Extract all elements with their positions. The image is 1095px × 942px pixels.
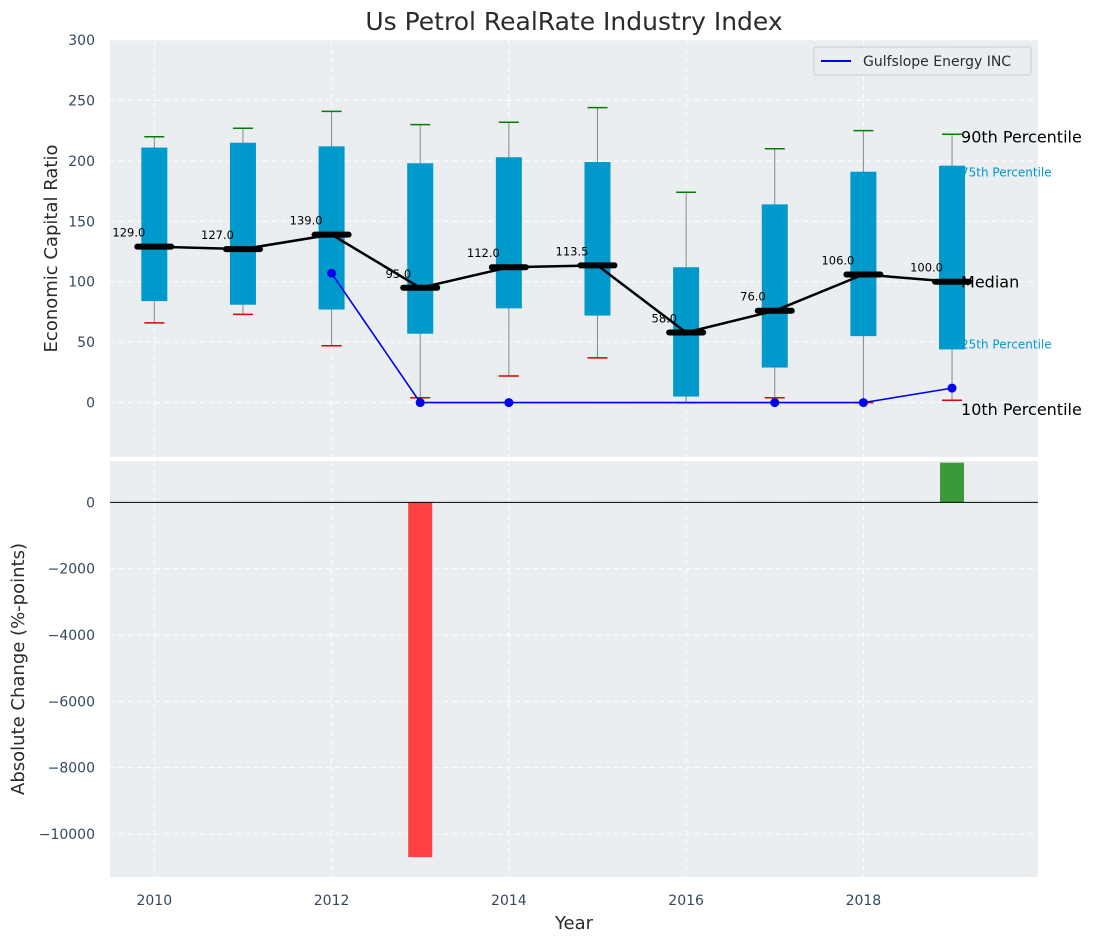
percentile-box <box>850 171 877 337</box>
median-value-label: 100.0 <box>910 261 943 275</box>
bottom-y-axis-label: Absolute Change (%-points) <box>8 543 29 795</box>
annotation-p10: 10th Percentile <box>961 400 1082 419</box>
x-tick-label: 2018 <box>846 893 882 909</box>
legend-box <box>813 46 1032 76</box>
x-tick-label: 2014 <box>491 893 527 909</box>
chart-title: Us Petrol RealRate Industry Index <box>365 7 782 36</box>
percentile-box <box>407 163 434 334</box>
median-value-label: 58.0 <box>652 312 678 326</box>
median-line <box>154 233 953 334</box>
x-axis-label: Year <box>554 913 594 934</box>
bottom-panel-background <box>110 461 1038 877</box>
percentile-box <box>229 142 256 305</box>
x-tick-label: 2012 <box>314 893 350 909</box>
top-panel-background <box>110 40 1038 457</box>
x-tick-label: 2016 <box>668 893 704 909</box>
company-point <box>415 398 425 408</box>
median-value-label: 113.5 <box>556 244 589 258</box>
bottom-y-tick-label: 0 <box>86 495 95 511</box>
median-value-label: 127.0 <box>201 228 234 242</box>
top-y-tick-label: 250 <box>68 93 95 109</box>
percentile-box <box>141 147 168 302</box>
bottom-y-tick-label: −4000 <box>48 628 95 644</box>
percentile-box <box>318 146 345 310</box>
bottom-y-tick-label: −6000 <box>48 694 95 710</box>
annotation-p90: 90th Percentile <box>961 127 1082 146</box>
percentile-box <box>939 165 966 350</box>
percentile-box <box>761 204 788 368</box>
legend-label: Gulfslope Energy INC <box>863 54 1011 70</box>
top-y-tick-label: 0 <box>86 396 95 412</box>
top-y-tick-label: 50 <box>77 335 95 351</box>
company-point <box>947 383 957 393</box>
bottom-y-tick-label: −2000 <box>48 562 95 578</box>
median-value-label: 112.0 <box>467 246 500 260</box>
median-value-label: 139.0 <box>290 214 323 228</box>
median-value-label: 76.0 <box>740 290 766 304</box>
median-value-label: 129.0 <box>112 226 145 240</box>
top-y-axis-label: Economic Capital Ratio <box>41 145 62 353</box>
annotation-p75: 75th Percentile <box>961 166 1052 180</box>
change-bar <box>940 462 965 503</box>
x-tick-label: 2010 <box>136 893 172 909</box>
change-bar <box>408 502 433 858</box>
company-point <box>504 398 514 408</box>
bottom-y-tick-label: −10000 <box>39 827 95 843</box>
company-point <box>770 398 780 408</box>
annotation-median: Median <box>961 273 1019 292</box>
top-y-tick-label: 300 <box>68 33 95 49</box>
bottom-y-tick-label: −8000 <box>48 761 95 777</box>
percentile-box <box>495 157 522 309</box>
median-value-label: 106.0 <box>821 253 854 267</box>
percentile-box <box>584 162 611 316</box>
annotation-p25: 25th Percentile <box>961 337 1052 351</box>
median-value-label: 95.0 <box>386 267 412 281</box>
top-y-tick-label: 150 <box>68 214 95 230</box>
top-y-tick-label: 200 <box>68 154 95 170</box>
company-point <box>327 268 337 278</box>
company-point <box>858 398 868 408</box>
top-y-tick-label: 100 <box>68 275 95 291</box>
